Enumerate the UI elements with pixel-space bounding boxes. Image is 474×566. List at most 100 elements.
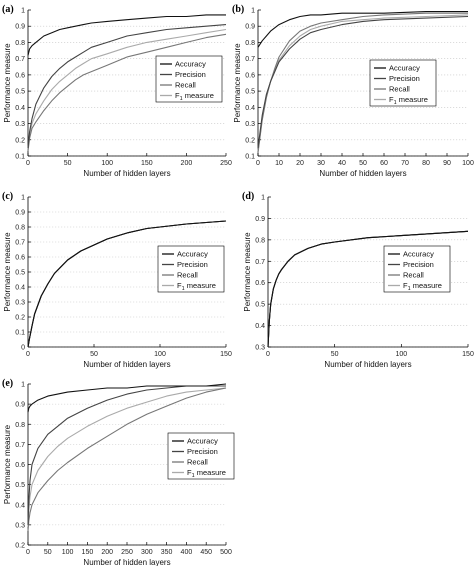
y-tick-label: 0.6: [15, 72, 25, 79]
y-tick-label: 0.2: [245, 137, 255, 144]
x-tick-label: 80: [422, 160, 430, 167]
y-tick-label: 0.4: [255, 323, 265, 330]
x-tick-label: 250: [220, 160, 232, 167]
y-tick-label: 0.2: [15, 137, 25, 144]
panel-label: (e): [2, 378, 13, 389]
y-tick-label: 0.1: [245, 154, 255, 161]
x-tick-label: 450: [200, 549, 212, 556]
x-tick-label: 50: [331, 351, 339, 358]
x-tick-label: 100: [154, 351, 166, 358]
x-tick-label: 400: [181, 549, 193, 556]
chart-panel-1: (b)0.10.20.30.40.50.60.70.80.910 10 20 30 40…: [232, 4, 474, 178]
y-tick-label: 0.5: [245, 89, 255, 96]
x-axis-label: Number of hidden layers: [83, 169, 170, 178]
x-tick-label: 200: [181, 160, 193, 167]
x-tick-label: 70: [401, 160, 409, 167]
y-axis-label: Performance measure: [3, 232, 12, 312]
x-axis-label: Number of hidden layers: [324, 360, 411, 369]
y-axis-label: Performance measure: [3, 424, 12, 504]
y-tick-label: 0.2: [15, 315, 25, 322]
legend-label: Precision: [177, 260, 208, 269]
y-tick-label: 1: [251, 8, 255, 15]
y-tick-label: 0.1: [15, 330, 25, 337]
series-line-accuracy: [27, 383, 227, 413]
legend-label: Accuracy: [187, 437, 218, 446]
x-tick-label: 150: [141, 160, 153, 167]
panel-label: (a): [2, 4, 14, 15]
y-tick-label: 0.4: [15, 502, 25, 509]
x-axis-label: Number of hidden layers: [319, 169, 406, 178]
y-tick-label: 0.5: [15, 482, 25, 489]
series-line-recall: [27, 387, 227, 531]
series-line-accuracy: [27, 220, 227, 348]
x-tick-label: 50: [64, 160, 72, 167]
y-axis-label: Performance measure: [233, 43, 242, 123]
legend-label: F1 measure: [389, 95, 428, 106]
y-axis-label: Performance measure: [3, 43, 12, 123]
x-tick-label: 100: [101, 160, 113, 167]
x-tick-label: 10: [275, 160, 283, 167]
series-line-f1-measure: [27, 387, 227, 527]
panel-label: (b): [232, 4, 244, 15]
y-tick-label: 1: [21, 8, 25, 15]
y-tick-label: 0.7: [245, 56, 255, 63]
series-line-accuracy: [267, 230, 469, 348]
y-tick-label: 0.7: [255, 259, 265, 266]
x-tick-label: 150: [220, 351, 232, 358]
x-tick-label: 40: [338, 160, 346, 167]
x-tick-label: 200: [101, 549, 113, 556]
y-tick-label: 0.7: [15, 240, 25, 247]
series-line-accuracy: [27, 14, 226, 56]
y-tick-label: 0.4: [15, 285, 25, 292]
y-tick-label: 0.4: [15, 105, 25, 112]
x-tick-label: 100: [462, 160, 474, 167]
series-line-precision: [257, 15, 469, 148]
legend-label: Recall: [389, 85, 410, 94]
y-tick-label: 0.9: [15, 210, 25, 217]
y-tick-label: 0: [21, 345, 25, 352]
legend-label: Precision: [389, 74, 420, 83]
legend-label: Recall: [175, 81, 196, 90]
x-tick-label: 20: [296, 160, 304, 167]
x-tick-label: 150: [462, 351, 474, 358]
x-tick-label: 0: [26, 160, 30, 167]
y-tick-label: 0.9: [255, 216, 265, 223]
y-tick-label: 0.5: [15, 270, 25, 277]
legend-label: Accuracy: [175, 60, 206, 69]
panel-label: (c): [2, 191, 13, 202]
y-tick-label: 0.8: [255, 237, 265, 244]
y-tick-label: 0.8: [15, 40, 25, 47]
y-tick-label: 0.6: [245, 72, 255, 79]
y-tick-label: 0.4: [245, 105, 255, 112]
series-line-f1-measure: [257, 14, 469, 152]
y-tick-label: 0.8: [15, 422, 25, 429]
legend-label: Recall: [177, 271, 198, 280]
series-line-accuracy: [257, 11, 468, 48]
chart-panel-3: (d) 0.3 0.4 0.5 0.6 0.7 0.8 0.9 1 0 50 100 150 Number…: [242, 191, 474, 369]
y-tick-label: 0.9: [15, 24, 25, 31]
series-line-recall: [257, 12, 468, 153]
y-axis-label: Performance measure: [243, 232, 252, 312]
y-tick-label: 1: [21, 195, 25, 202]
y-tick-label: 0.1: [15, 154, 25, 161]
x-tick-label: 60: [380, 160, 388, 167]
x-tick-label: 0: [26, 549, 30, 556]
legend-label: Precision: [403, 260, 434, 269]
x-tick-label: 0: [26, 351, 30, 358]
legend-label: F1 measure: [403, 281, 442, 292]
y-tick-label: 0.3: [245, 121, 255, 128]
y-tick-label: 0.6: [15, 255, 25, 262]
y-tick-label: 0.9: [245, 24, 255, 31]
legend-label: Accuracy: [177, 250, 208, 259]
y-tick-label: 0.8: [245, 40, 255, 47]
x-tick-label: 100: [395, 351, 407, 358]
series-line-recall: [27, 33, 227, 152]
y-tick-label: 0.3: [255, 345, 265, 352]
legend-label: F1 measure: [187, 468, 226, 479]
